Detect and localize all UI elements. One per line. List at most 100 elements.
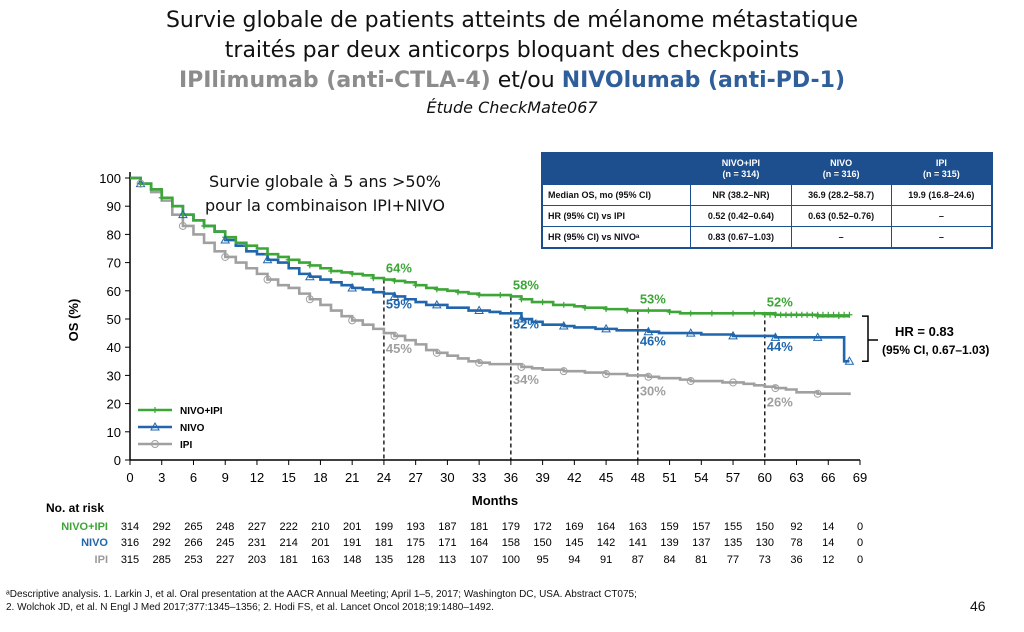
censor-marker-nivo-ipi: [560, 301, 567, 308]
risk-value: 0: [857, 537, 863, 549]
censor-marker-nivo-ipi: [782, 311, 789, 318]
y-tick-label: 60: [107, 284, 121, 299]
risk-value: 191: [343, 537, 361, 549]
risk-value: 181: [375, 537, 393, 549]
censor-marker-ipi: [432, 348, 441, 357]
censor-marker-ipi: [178, 221, 187, 230]
stats-header-line: (n = 316): [822, 169, 860, 179]
subtitle: Étude CheckMate067: [426, 98, 598, 117]
censor-marker-nivo: [601, 323, 611, 333]
censor-marker-nivo-ipi: [825, 311, 832, 318]
censor-marker-nivo-ipi: [767, 311, 774, 318]
x-tick-label: 45: [599, 470, 613, 485]
censor-marker-ipi: [517, 362, 526, 371]
y-tick-label: 50: [107, 312, 121, 327]
censor-marker-nivo-ipi: [761, 311, 768, 318]
stats-cell: Median OS, mo (95% CI): [542, 184, 691, 206]
censor-marker-nivo-ipi: [708, 310, 715, 317]
risk-value: 314: [121, 521, 139, 533]
stats-header-line: NIVO+IPI: [721, 158, 761, 168]
censor-marker-nivo-ipi: [772, 311, 779, 318]
risk-value: 292: [153, 537, 171, 549]
pct-label-ipi: 34%: [513, 372, 539, 387]
censor-marker-ipi: [602, 369, 611, 378]
pct-label-ipi: 26%: [767, 395, 793, 410]
censor-marker-nivo: [685, 328, 696, 337]
risk-value: 87: [632, 554, 644, 566]
censor-marker-nivo-ipi: [645, 307, 652, 314]
risk-value: 137: [692, 537, 710, 549]
y-tick-label: 20: [107, 397, 121, 412]
risk-value: 175: [406, 537, 424, 549]
stats-table: NIVO+IPI (n = 314) NIVO (n = 316) IPI (n = …: [541, 152, 993, 249]
censor-marker-ipi: [348, 316, 357, 325]
stats-header-row: NIVO+IPI (n = 314) NIVO (n = 316) IPI (n = …: [542, 153, 992, 185]
censor-marker-nivo-ipi: [751, 310, 758, 317]
censor-marker-nivo-ipi: [285, 256, 292, 263]
pct-label-nivo: 59%: [386, 297, 412, 312]
risk-value: 92: [790, 521, 802, 533]
stats-header-nivo: NIVO (n = 316): [795, 158, 888, 180]
x-tick-label: 6: [190, 470, 197, 485]
y-axis-title: OS (%): [66, 299, 81, 342]
censor-marker-nivo-ipi: [454, 289, 461, 296]
risk-row-label-ipi: IPI: [95, 554, 108, 566]
legend-label-nivo: NIVO: [180, 423, 205, 434]
x-tick-label: 36: [504, 470, 518, 485]
censor-marker-nivo: [220, 235, 231, 244]
stats-cell: 36.9 (28.2–58.7): [790, 184, 892, 206]
risk-value: 130: [756, 537, 774, 549]
risk-value: 222: [280, 521, 298, 533]
x-tick-label: 51: [662, 470, 676, 485]
censor-marker-nivo-ipi: [433, 286, 440, 293]
censor-marker-nivo-ipi: [798, 311, 805, 318]
censor-marker-ipi: [559, 367, 568, 376]
hr-bracket: [862, 315, 869, 363]
censor-marker-ipi: [686, 377, 695, 386]
risk-value: 187: [438, 521, 456, 533]
stats-row: HR (95% CI) vs IPI 0.52 (0.42–0.64) 0.63…: [542, 205, 992, 227]
risk-row-label-nivo-ipi: NIVO+IPI: [61, 521, 108, 533]
censor-marker-nivo-ipi: [539, 299, 546, 306]
stats-row: Median OS, mo (95% CI) NR (38.2–NR) 36.9…: [542, 184, 992, 206]
censor-marker-nivo: [516, 313, 527, 323]
footnote: ᵃDescriptive analysis. 1. Larkin J, et a…: [6, 588, 637, 614]
x-tick-label: 63: [789, 470, 803, 485]
pct-label-nivo: 44%: [767, 339, 793, 354]
risk-value: 158: [502, 537, 520, 549]
risk-value: 164: [597, 521, 615, 533]
x-tick-label: 30: [440, 470, 454, 485]
stats-cell: –: [790, 226, 892, 248]
pct-label-nivo: 52%: [513, 316, 539, 331]
risk-value: 157: [692, 521, 710, 533]
risk-value: 163: [629, 521, 647, 533]
censor-marker-nivo: [178, 209, 188, 219]
y-tick-label: 0: [114, 453, 121, 468]
risk-value: 0: [857, 554, 863, 566]
stats-cell: HR (95% CI) vs IPI: [542, 205, 691, 227]
y-tick-label: 80: [107, 227, 121, 242]
censor-marker-nivo-ipi: [370, 275, 377, 282]
stats-header-cell: NIVO (n = 316): [790, 153, 892, 185]
censor-marker-nivo-ipi: [158, 194, 165, 201]
x-tick-label: 69: [853, 470, 867, 485]
risk-value: 210: [311, 521, 329, 533]
risk-value: 201: [343, 521, 361, 533]
risk-value: 148: [343, 554, 361, 566]
censor-marker-nivo: [304, 271, 315, 281]
legend-label-ipi: IPI: [180, 440, 192, 451]
risk-value: 145: [565, 537, 583, 549]
censor-marker-nivo-ipi: [349, 270, 356, 277]
censor-marker-nivo-ipi: [603, 306, 610, 313]
title-line-3: IPIlimumab (anti-CTLA-4) et/ou NIVOlumab…: [0, 66, 1024, 96]
pct-label-nivo: 46%: [640, 333, 666, 348]
risk-value: 84: [663, 554, 675, 566]
risk-value: 193: [406, 521, 424, 533]
censor-marker-nivo-ipi: [476, 292, 483, 299]
x-tick-label: 57: [726, 470, 740, 485]
risk-value: 171: [438, 537, 456, 549]
stats-header-line: IPI: [935, 158, 947, 168]
censor-marker-nivo-ipi: [624, 307, 631, 314]
risk-value: 12: [822, 554, 834, 566]
